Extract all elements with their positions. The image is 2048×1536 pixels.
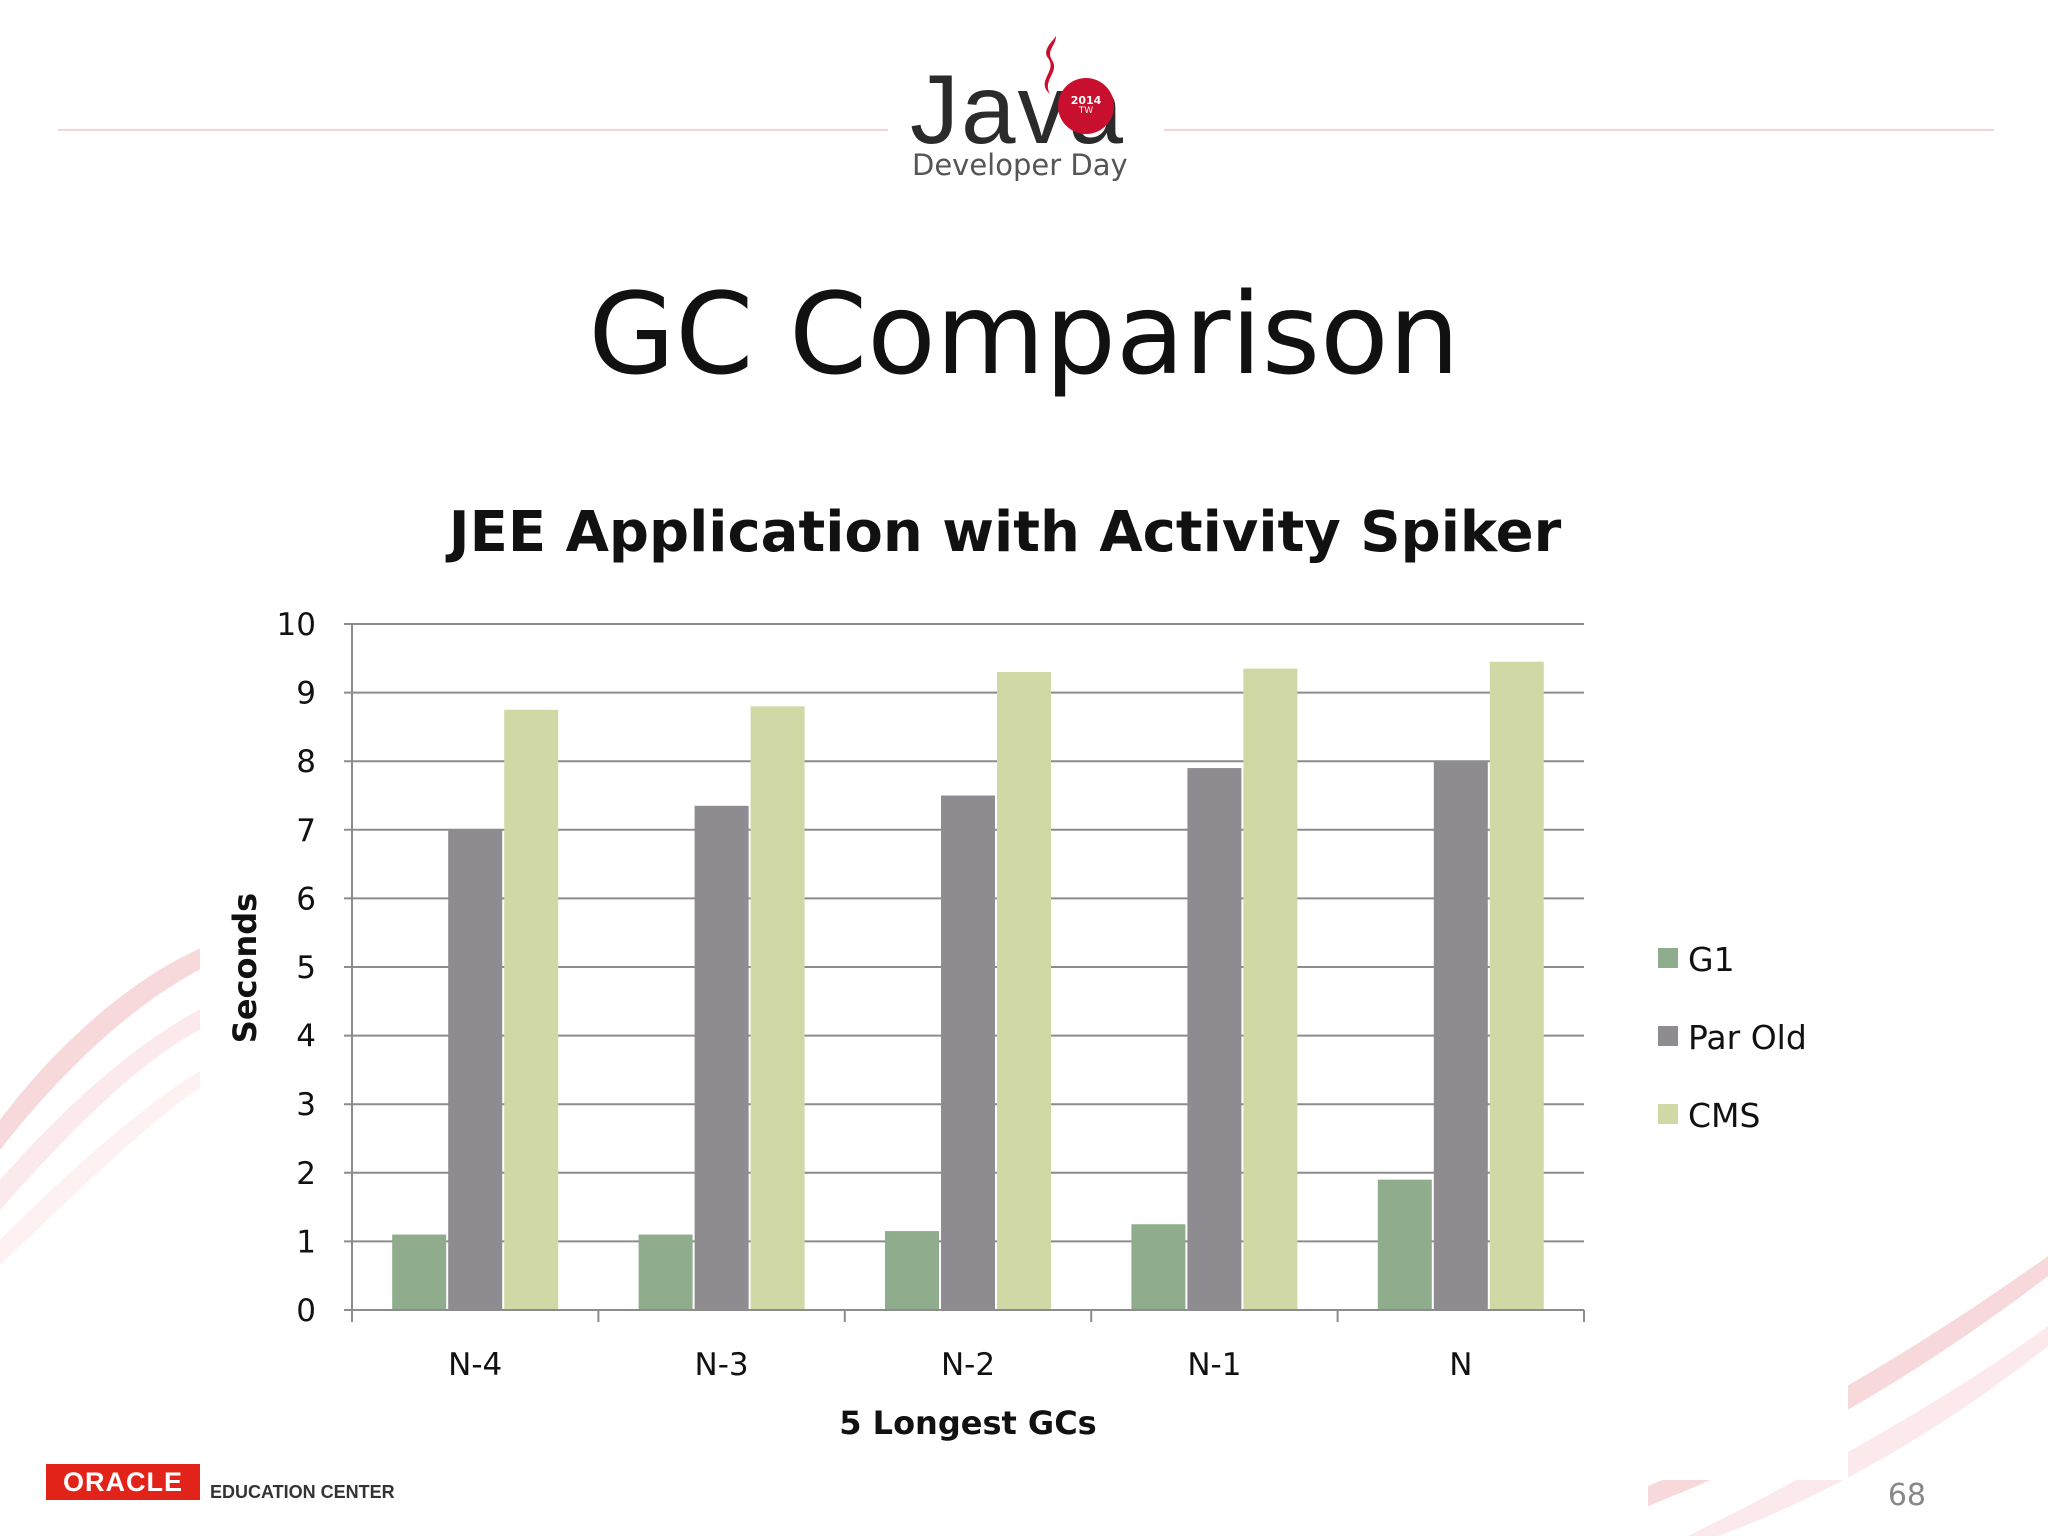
y-tick-label: 1	[296, 1224, 316, 1260]
y-tick-label: 0	[296, 1293, 316, 1329]
header-divider-right	[1164, 129, 1994, 131]
logo-subtitle: Developer Day	[912, 148, 1128, 182]
x-tick-label: N-3	[695, 1347, 749, 1383]
bar	[941, 795, 995, 1310]
y-axis-title: Seconds	[226, 893, 264, 1043]
legend-swatch	[1658, 1026, 1678, 1046]
page-number: 68	[1887, 1478, 1926, 1513]
bar	[1243, 668, 1298, 1310]
legend-label: CMS	[1688, 1096, 1760, 1135]
legend-swatch	[1658, 948, 1678, 968]
x-tick-label: N-1	[1187, 1347, 1241, 1383]
bar	[504, 709, 559, 1310]
y-tick-label: 9	[296, 676, 316, 712]
logo-badge-year: 2014	[1070, 94, 1102, 107]
legend-label: Par Old	[1688, 1018, 1807, 1057]
oracle-logo: ORACLE	[46, 1464, 200, 1500]
y-tick-label: 6	[296, 881, 316, 917]
java-developer-day-logo: Java 2014 TW Developer Day	[910, 36, 1150, 188]
slide-title: GC Comparison	[588, 270, 1460, 400]
bar	[750, 706, 805, 1310]
y-tick-label: 7	[296, 813, 316, 849]
x-axis-title: 5 Longest GCs	[839, 1404, 1096, 1442]
y-tick-label: 8	[296, 744, 316, 780]
bar	[1377, 1179, 1432, 1310]
y-tick-label: 3	[296, 1087, 316, 1123]
oracle-education-center-label: EDUCATION CENTER	[210, 1482, 395, 1502]
bar	[392, 1234, 447, 1310]
legend-swatch	[1658, 1104, 1678, 1124]
bar	[1433, 761, 1488, 1310]
logo-badge: 2014 TW	[1058, 78, 1114, 134]
bar	[885, 1231, 939, 1310]
y-tick-label: 10	[277, 607, 316, 643]
y-tick-label: 2	[296, 1156, 316, 1192]
bar	[694, 805, 749, 1310]
bar	[448, 829, 503, 1310]
y-tick-label: 4	[296, 1019, 316, 1055]
chart-title: JEE Application with Activity Spiker	[448, 500, 1562, 565]
bar	[1131, 1224, 1186, 1310]
x-tick-label: N-4	[448, 1347, 502, 1383]
logo-badge-region: TW	[1078, 106, 1094, 117]
bar	[1489, 661, 1544, 1310]
y-tick-label: 5	[296, 950, 316, 986]
bar	[1187, 768, 1242, 1310]
legend-label: G1	[1688, 940, 1735, 979]
header-divider-left	[58, 129, 888, 131]
x-tick-label: N-2	[941, 1347, 995, 1383]
bar	[997, 672, 1051, 1310]
x-tick-label: N	[1449, 1347, 1472, 1383]
steam-icon	[1044, 36, 1056, 94]
bar	[638, 1234, 693, 1310]
